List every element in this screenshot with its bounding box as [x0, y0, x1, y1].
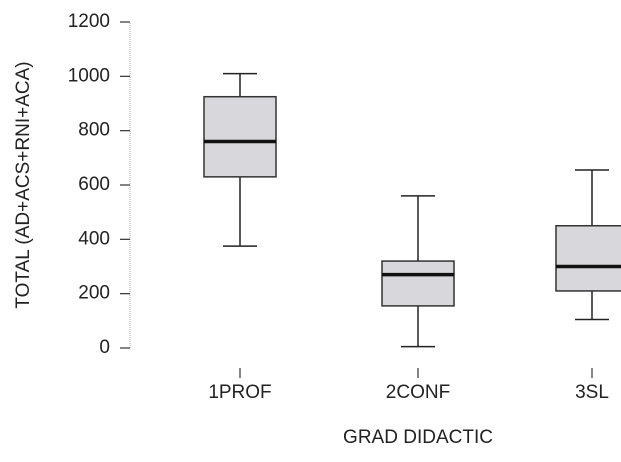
- y-tick-label: 600: [78, 174, 110, 195]
- box: [555, 225, 621, 292]
- box: [381, 260, 455, 307]
- x-tick-label: 2CONF: [386, 382, 450, 403]
- x-axis-title: GRAD DIDACTIC: [343, 427, 493, 448]
- y-tick-label: 200: [78, 283, 110, 304]
- y-axis-title: TOTAL (AD+ACS+RNI+ACA): [13, 61, 34, 308]
- y-tick-label: 800: [78, 120, 110, 141]
- y-tick-label: 0: [99, 337, 110, 358]
- y-tick-label: 400: [78, 228, 110, 249]
- box: [203, 95, 277, 178]
- y-tick-label: 1200: [68, 11, 110, 32]
- y-tick-label: 1000: [68, 65, 110, 86]
- x-tick-label: 1PROF: [208, 382, 271, 403]
- x-tick-label: 3SL: [575, 382, 609, 403]
